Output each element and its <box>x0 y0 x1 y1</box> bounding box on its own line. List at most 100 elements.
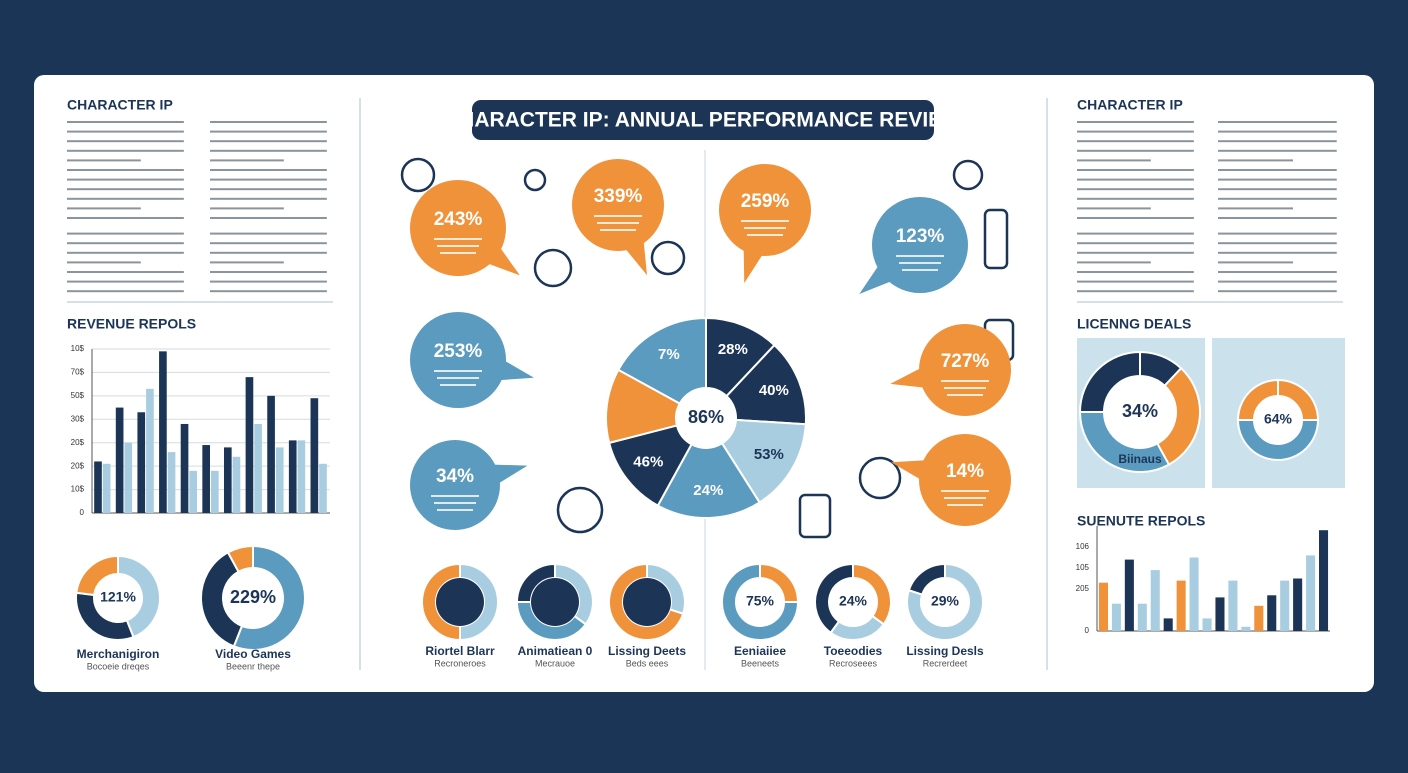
text-line <box>434 502 476 504</box>
donut-hole <box>736 578 784 626</box>
icon <box>533 248 573 288</box>
bar <box>1124 559 1134 631</box>
donut-hole <box>531 578 579 626</box>
segment-label: 53% <box>754 446 784 463</box>
icon <box>400 157 436 193</box>
text-line <box>1218 121 1337 123</box>
text-line <box>1077 169 1194 171</box>
bar <box>1318 530 1329 631</box>
caption: Merchanigiron <box>77 647 160 661</box>
text-line <box>1218 188 1337 191</box>
text-line <box>947 504 983 506</box>
bubble <box>410 440 500 530</box>
caption: Riortel Blarr <box>425 644 495 658</box>
bar <box>1150 570 1160 631</box>
y-tick-label: 205 <box>1076 584 1090 593</box>
bubble-label: 727% <box>941 351 990 372</box>
bubble-label: 14% <box>946 461 984 482</box>
caption: Video Games <box>215 647 291 661</box>
text-line <box>1218 290 1337 293</box>
bar <box>1137 603 1147 631</box>
text-line <box>944 497 986 499</box>
text-line <box>210 169 327 171</box>
text-line <box>600 229 636 231</box>
bar <box>189 470 198 513</box>
text-line <box>67 178 184 181</box>
text-line <box>210 232 327 235</box>
text-line <box>437 377 479 379</box>
bar <box>1293 578 1303 631</box>
donut-hole <box>829 578 877 626</box>
donut-hole <box>436 578 484 626</box>
title-pill <box>472 100 934 140</box>
text-line <box>1218 261 1293 264</box>
text-line <box>747 234 783 236</box>
text-line <box>902 269 938 271</box>
icon <box>556 486 604 534</box>
bar <box>1189 557 1199 631</box>
text-line <box>1077 188 1194 191</box>
donut-hole <box>623 578 671 626</box>
text-line <box>1218 217 1337 219</box>
segment-label: 28% <box>718 341 748 358</box>
bar <box>1202 618 1212 631</box>
subcaption: Beeenr thepe <box>226 661 280 671</box>
text-line <box>67 232 184 235</box>
center-label: 86% <box>688 407 724 427</box>
bar <box>1228 580 1238 631</box>
bubble <box>872 197 968 293</box>
subcaption: Recroseees <box>829 658 878 668</box>
segment-label: 24% <box>693 482 723 499</box>
text-line <box>67 188 184 191</box>
text-line <box>1077 280 1194 283</box>
caption: Biinaus <box>1118 452 1162 466</box>
donut-hole <box>676 388 736 448</box>
text-line <box>1218 130 1337 133</box>
donut-hole <box>1254 396 1302 444</box>
bar <box>137 412 146 513</box>
section-heading: CHARACTER IP <box>1077 97 1183 113</box>
icon <box>983 208 1009 270</box>
text-line <box>210 159 284 162</box>
text-line <box>67 217 184 219</box>
bubble-label: 123% <box>896 226 945 247</box>
bar <box>159 351 167 513</box>
text-line <box>67 271 184 273</box>
text-line <box>597 222 639 224</box>
text-line <box>1218 197 1337 200</box>
bar <box>1267 595 1277 631</box>
text-line <box>431 495 479 497</box>
text-line <box>210 149 327 152</box>
caption: Animatiean 0 <box>518 644 593 658</box>
donut-hole <box>223 568 283 628</box>
text-line <box>210 197 327 200</box>
text-line <box>210 188 327 191</box>
donut-hole <box>921 578 969 626</box>
text-line <box>1077 242 1194 245</box>
text-line <box>67 197 184 200</box>
bar <box>288 440 297 513</box>
text-line <box>67 280 184 283</box>
text-line <box>1077 217 1194 219</box>
bar <box>1111 603 1121 631</box>
text-line <box>1218 271 1337 273</box>
text-line <box>1218 232 1337 235</box>
bar <box>275 447 284 513</box>
bubble <box>410 312 506 408</box>
y-tick-label: 0 <box>80 508 85 517</box>
bar <box>267 395 275 513</box>
text-line <box>67 261 141 264</box>
bar <box>115 407 124 513</box>
text-line <box>210 251 327 254</box>
text-line <box>1077 261 1151 264</box>
text-line <box>440 384 476 386</box>
bar <box>232 456 241 513</box>
text-line <box>210 130 327 133</box>
bubble-label: 339% <box>594 186 643 207</box>
text-line <box>1077 159 1151 162</box>
center-label: 34% <box>1122 401 1158 421</box>
center-label: 64% <box>1264 411 1293 427</box>
bar <box>223 447 232 513</box>
text-line <box>1077 121 1194 123</box>
